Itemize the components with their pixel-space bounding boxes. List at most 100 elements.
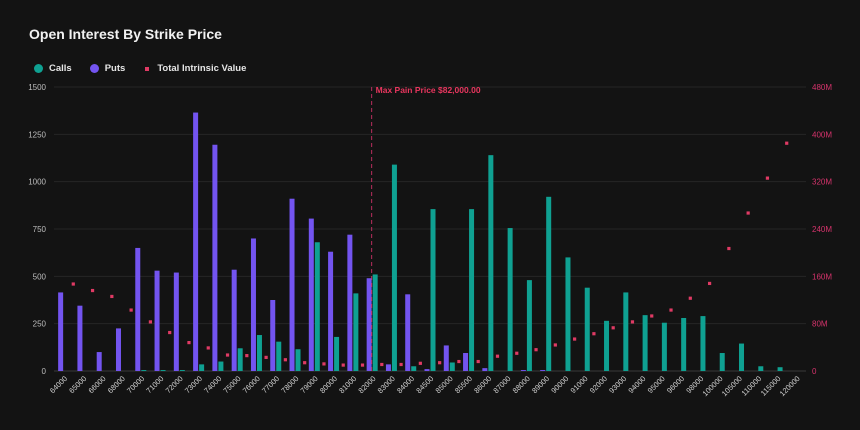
x-tick-label: 71000: [144, 374, 165, 395]
legend-item-intrinsic[interactable]: Total Intrinsic Value: [143, 63, 246, 74]
x-tick-label: 87000: [491, 374, 512, 395]
intrinsic-value-point: [418, 361, 422, 365]
intrinsic-value-point: [90, 288, 95, 293]
legend-item-puts[interactable]: Puts: [89, 63, 126, 74]
calls-bar: [141, 370, 147, 371]
intrinsic-value-point: [746, 211, 750, 215]
intrinsic-value-point: [765, 176, 770, 180]
legend-label-puts: Puts: [104, 63, 126, 74]
intrinsic-value-point: [225, 353, 230, 357]
puts-bar: [540, 370, 546, 371]
puts-bar: [250, 238, 256, 371]
intrinsic-value-point: [573, 337, 577, 341]
intrinsic-value-point: [264, 355, 268, 359]
calls-bar: [565, 257, 571, 371]
y-tick-label: 0: [42, 367, 47, 376]
puts-bar: [443, 345, 449, 371]
intrinsic-value-point: [707, 281, 712, 286]
puts-bar: [96, 352, 102, 371]
calls-bar: [584, 287, 590, 371]
x-tick-label: 88000: [511, 374, 532, 395]
intrinsic-value-point: [495, 354, 500, 358]
intrinsic-value-point: [534, 348, 538, 352]
puts-bar: [424, 369, 430, 371]
intrinsic-value-point: [457, 359, 461, 364]
intrinsic-value-point: [148, 320, 153, 324]
intrinsic-value-point: [669, 308, 673, 312]
calls-bar: [353, 293, 359, 371]
calls-bar: [777, 367, 783, 371]
x-tick-label: 78000: [279, 374, 300, 395]
intrinsic-value-point: [650, 314, 654, 318]
intrinsic-value-point: [785, 141, 789, 145]
y-tick-label: 750: [33, 225, 47, 234]
x-tick-label: 105000: [720, 374, 744, 398]
intrinsic-value-point: [399, 362, 403, 367]
puts-bar: [154, 270, 160, 371]
calls-bar: [507, 228, 513, 371]
calls-bar: [546, 196, 552, 371]
intrinsic-value-point: [360, 363, 365, 367]
x-tick-label: 65000: [67, 374, 88, 395]
intrinsic-value-point: [688, 296, 692, 300]
calls-bar: [411, 366, 417, 371]
y2-tick-label: 0: [812, 367, 817, 376]
intrinsic-value-point: [476, 359, 480, 364]
intrinsic-value-point: [303, 361, 307, 365]
puts-bar: [270, 300, 276, 371]
max-pain-label: Max Pain Price $82,000.00: [376, 85, 481, 95]
x-tick-label: 85500: [453, 374, 474, 395]
y2-tick-label: 240M: [812, 225, 832, 234]
x-tick-label: 81000: [337, 374, 358, 395]
calls-bar: [488, 155, 494, 371]
calls-bar: [334, 336, 340, 371]
puts-swatch-icon: [89, 64, 99, 73]
x-tick-label: 84500: [414, 374, 435, 395]
x-tick-label: 80000: [318, 374, 339, 395]
intrinsic-value-point: [129, 308, 133, 312]
x-tick-label: 70000: [125, 374, 146, 395]
intrinsic-value-point: [380, 362, 384, 367]
puts-bar: [366, 278, 372, 371]
x-tick-label: 91000: [569, 374, 590, 395]
calls-bar: [526, 280, 532, 371]
x-tick-label: 93000: [607, 374, 628, 395]
legend-item-calls[interactable]: Calls: [34, 63, 72, 74]
y-tick-label: 1250: [28, 130, 46, 139]
puts-bar: [212, 144, 218, 371]
legend-label-intrinsic: Total Intrinsic Value: [157, 63, 247, 74]
intrinsic-value-point: [553, 343, 557, 347]
calls-bar: [256, 335, 262, 371]
x-tick-label: 66000: [87, 374, 108, 395]
y2-tick-label: 160M: [812, 272, 832, 281]
y-tick-label: 250: [33, 320, 47, 329]
puts-bar: [308, 218, 314, 371]
calls-bar: [295, 349, 301, 371]
intrinsic-value-point: [322, 362, 326, 366]
x-tick-label: 110000: [740, 374, 764, 398]
x-tick-label: 68000: [106, 374, 127, 395]
intrinsic-value-point: [206, 346, 210, 350]
y2-tick-label: 320M: [812, 178, 832, 187]
puts-bar: [520, 370, 526, 371]
intrinsic-value-point: [168, 330, 172, 335]
calls-bar: [739, 343, 745, 371]
x-tick-label: 100000: [701, 374, 725, 398]
puts-bar: [77, 305, 83, 371]
x-tick-label: 74000: [202, 374, 223, 395]
y2-tick-label: 80M: [812, 320, 828, 329]
intrinsic-value-point: [187, 341, 191, 345]
puts-bar: [193, 112, 199, 371]
calls-bar: [719, 353, 725, 371]
legend: Calls Puts Total Intrinsic Value: [34, 63, 264, 74]
puts-bar: [289, 198, 295, 371]
x-tick-label: 75000: [221, 374, 242, 395]
intrinsic-value-point: [283, 358, 287, 362]
calls-bar: [160, 370, 166, 371]
intrinsic-value-point: [71, 282, 75, 286]
y2-tick-label: 400M: [812, 130, 832, 139]
intrinsic-value-point: [438, 361, 442, 365]
x-tick-label: 73000: [183, 374, 204, 395]
